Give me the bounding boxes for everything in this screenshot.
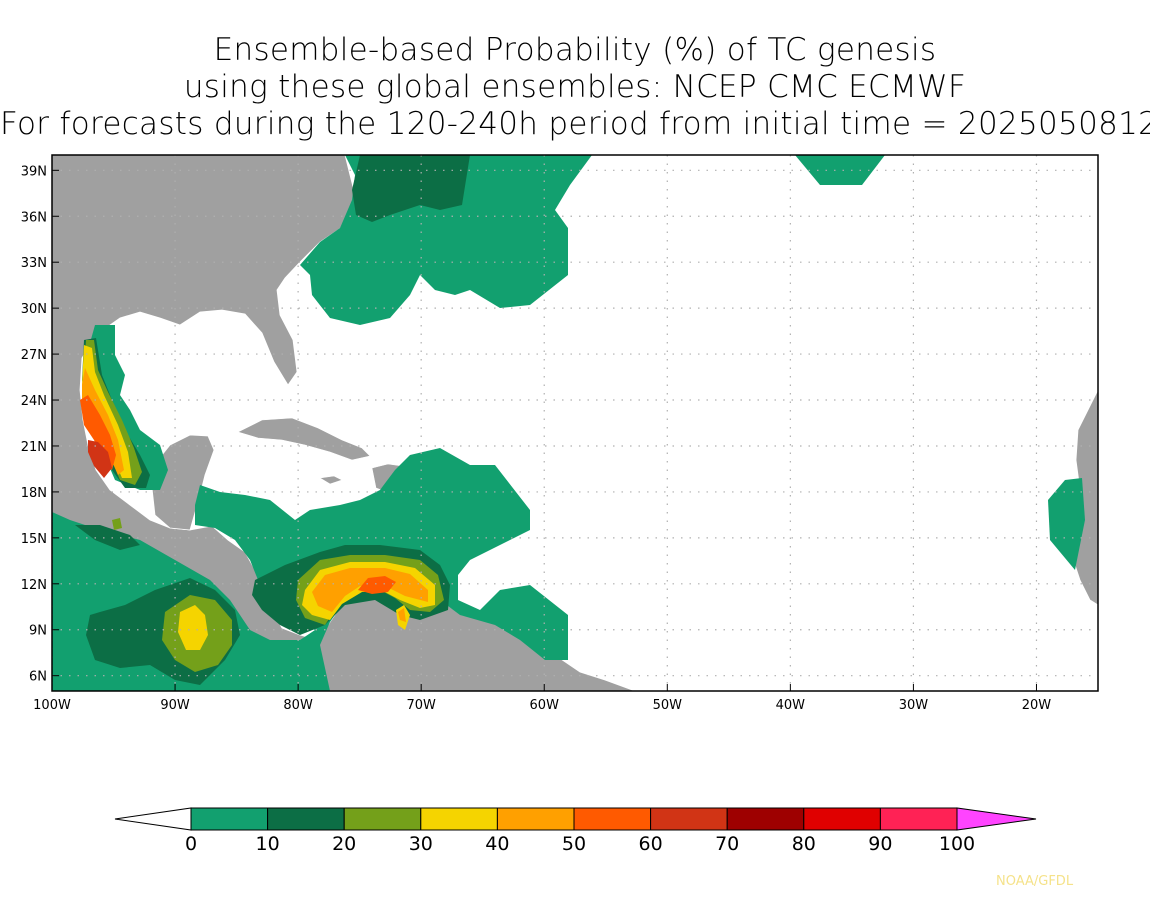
lon-tick-label: 30W xyxy=(899,698,929,713)
lon-tick-label: 70W xyxy=(406,698,436,713)
title-line-1: Ensemble-based Probability (%) of TC gen… xyxy=(213,32,937,68)
lat-tick-label: 30N xyxy=(21,302,47,317)
map-area xyxy=(52,155,1098,691)
lat-tick-label: 18N xyxy=(21,486,47,501)
title-line-2: using these global ensembles: NCEP CMC E… xyxy=(183,69,967,105)
lon-tick-label: 40W xyxy=(776,698,806,713)
colorbar-swatch xyxy=(267,807,345,831)
colorbar-label: 50 xyxy=(562,833,586,855)
colorbar-label: 90 xyxy=(868,833,892,855)
colorbar-over-arrow xyxy=(956,807,1037,831)
title-block: Ensemble-based Probability (%) of TC gen… xyxy=(0,32,1150,143)
map-frame xyxy=(51,154,1099,692)
credit-label: NOAA/GFDL xyxy=(996,874,1074,889)
colorbar-label: 20 xyxy=(332,833,356,855)
land-cuba xyxy=(237,417,371,461)
colorbar-under-arrow xyxy=(114,807,192,831)
colorbar-swatch xyxy=(190,807,269,831)
colorbar-swatch xyxy=(420,807,498,831)
lat-tick-label: 24N xyxy=(21,394,47,409)
colorbar-label: 10 xyxy=(256,833,280,855)
colorbar-swatch xyxy=(496,807,575,831)
lon-tick-label: 100W xyxy=(33,698,71,713)
lat-tick-label: 27N xyxy=(21,348,47,363)
colorbar-label: 60 xyxy=(639,833,663,855)
lat-tick-label: 33N xyxy=(21,256,47,271)
colorbar-label: 30 xyxy=(409,833,433,855)
lon-tick-label: 80W xyxy=(283,698,313,713)
colorbar-label: 70 xyxy=(715,833,739,855)
land-yucatan xyxy=(149,434,215,531)
colorbar-swatch xyxy=(879,807,958,831)
lon-tick-label: 60W xyxy=(530,698,560,713)
colorbar-label: 80 xyxy=(792,833,816,855)
lat-axis: 39N 36N 33N 30N 27N 24N 21N 18N 15N 12N 9N 6N xyxy=(21,164,59,685)
lat-tick-label: 36N xyxy=(21,210,47,225)
colorbar-swatch xyxy=(343,807,422,831)
colorbar-label: 100 xyxy=(939,833,975,855)
lat-tick-label: 21N xyxy=(21,440,47,455)
land-jamaica xyxy=(319,475,343,485)
lon-tick-label: 90W xyxy=(160,698,190,713)
title-line-3: For forecasts during the 120-240h period… xyxy=(0,106,1150,142)
colorbar-swatch xyxy=(803,807,881,831)
lon-tick-label: 20W xyxy=(1022,698,1052,713)
lat-tick-label: 6N xyxy=(29,670,47,685)
lat-tick-label: 9N xyxy=(29,624,47,639)
lat-tick-label: 15N xyxy=(21,532,47,547)
lon-tick-label: 50W xyxy=(653,698,683,713)
lat-tick-label: 12N xyxy=(21,578,47,593)
colorbar-swatch xyxy=(573,807,652,831)
colorbar: 0 10 20 30 40 50 60 70 80 90 100 xyxy=(114,807,1037,855)
lon-axis: 100W 90W 80W 70W 60W 50W 40W 30W 20W xyxy=(33,684,1051,713)
colorbar-swatch xyxy=(650,807,728,831)
colorbar-label: 0 xyxy=(185,833,197,855)
lat-tick-label: 39N xyxy=(21,164,47,179)
colorbar-label: 40 xyxy=(485,833,509,855)
colorbar-swatch xyxy=(726,807,805,831)
